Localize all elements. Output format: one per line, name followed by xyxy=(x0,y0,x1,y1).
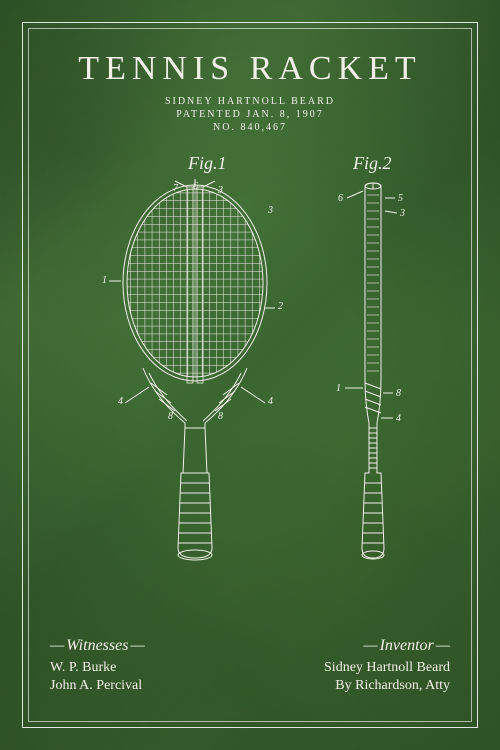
signatures: Witnesses W. P. Burke John A. Percival I… xyxy=(50,637,450,695)
inventor-block: Inventor Sidney Hartnoll Beard By Richar… xyxy=(324,637,450,695)
callout-1-3a: 3 xyxy=(218,185,223,196)
inventor-name: Sidney Hartnoll Beard xyxy=(324,659,450,677)
callout-2-8: 8 xyxy=(396,388,401,399)
callout-1-7: 7 xyxy=(173,183,178,194)
callout-2-5: 5 xyxy=(398,193,403,204)
fig1-racket-front xyxy=(95,173,295,573)
witnesses-block: Witnesses W. P. Burke John A. Percival xyxy=(50,637,145,695)
callout-1-4b: 4 xyxy=(268,396,273,407)
witness-2: John A. Percival xyxy=(50,677,145,695)
fig1-label: Fig.1 xyxy=(188,153,227,174)
callout-1-8b: 8 xyxy=(218,411,223,422)
figures-area: Fig.1 Fig.2 xyxy=(40,153,460,583)
callout-2-1: 1 xyxy=(336,383,341,394)
callout-1-2: 2 xyxy=(278,301,283,312)
callout-1-1: 1 xyxy=(102,275,107,286)
witnesses-heading: Witnesses xyxy=(50,637,145,655)
witness-1: W. P. Burke xyxy=(50,659,145,677)
callout-2-3: 3 xyxy=(400,208,405,219)
callout-1-3b: 3 xyxy=(268,205,273,216)
patent-number: NO. 840,467 xyxy=(40,122,460,133)
callout-1-4a: 4 xyxy=(118,396,123,407)
subtitle-block: SIDNEY HARTNOLL BEARD PATENTED JAN. 8, 1… xyxy=(40,96,460,133)
inventor-heading: Inventor xyxy=(324,637,450,655)
callout-1-8a: 8 xyxy=(168,411,173,422)
callout-2-6: 6 xyxy=(338,193,343,204)
fig2-label: Fig.2 xyxy=(353,153,392,174)
patented-line: PATENTED JAN. 8, 1907 xyxy=(40,109,460,120)
callout-2-4: 4 xyxy=(396,413,401,424)
inventor-line: SIDNEY HARTNOLL BEARD xyxy=(40,96,460,107)
fig2-racket-side xyxy=(335,173,415,573)
inventor-atty: By Richardson, Atty xyxy=(324,677,450,695)
callout-1-6: 6 xyxy=(193,181,198,192)
title: TENNIS RACKET xyxy=(40,50,460,88)
